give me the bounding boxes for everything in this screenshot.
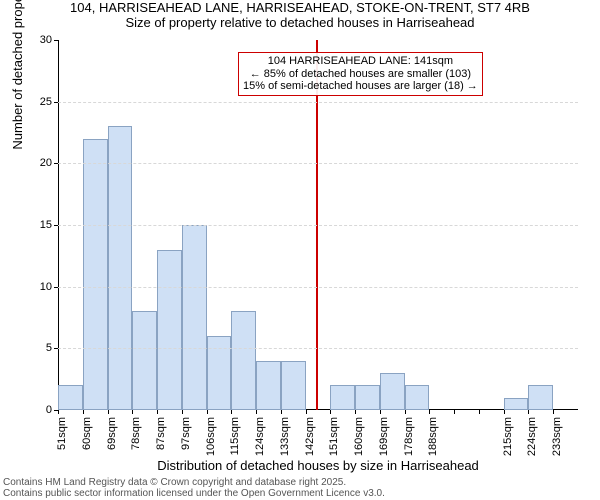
xtick-label: 124sqm [254,378,266,417]
xtick-label: 69sqm [106,384,118,417]
xtick-label: 142sqm [304,378,316,417]
ytick-mark [54,348,58,349]
ytick-mark [54,40,58,41]
xtick-label: 97sqm [180,384,192,417]
ytick-label: 20 [20,157,52,169]
annotation-box: 104 HARRISEAHEAD LANE: 141sqm ← 85% of d… [238,52,483,96]
xtick-label: 115sqm [229,379,241,417]
attribution-line-1: Contains HM Land Registry data © Crown c… [3,477,597,488]
xtick-mark [479,410,480,414]
xtick-label: 87sqm [155,384,167,417]
gridline-h [58,102,578,103]
gridline-h [58,225,578,226]
figure: 104, HARRISEAHEAD LANE, HARRISEAHEAD, ST… [0,0,600,500]
ytick-label: 10 [20,281,52,293]
title-line-1: 104, HARRISEAHEAD LANE, HARRISEAHEAD, ST… [0,0,600,15]
chart-title: 104, HARRISEAHEAD LANE, HARRISEAHEAD, ST… [0,0,600,30]
xtick-label: 151sqm [328,378,340,417]
xtick-label: 160sqm [353,378,365,417]
xtick-label: 106sqm [205,378,217,417]
xtick-label: 178sqm [403,378,415,417]
ytick-mark [54,163,58,164]
histogram-bar [108,126,133,410]
plot-area: 104 HARRISEAHEAD LANE: 141sqm ← 85% of d… [58,40,578,410]
ytick-mark [54,102,58,103]
xtick-label: 169sqm [378,378,390,417]
ytick-label: 15 [20,219,52,231]
attribution: Contains HM Land Registry data © Crown c… [0,476,600,500]
annotation-line-3: 15% of semi-detached houses are larger (… [243,80,478,93]
xtick-label: 233sqm [551,378,563,417]
annotation-line-2: ← 85% of detached houses are smaller (10… [243,68,478,81]
xtick-label: 188sqm [427,378,439,417]
x-axis-label: Distribution of detached houses by size … [58,458,578,473]
xtick-label: 133sqm [279,378,291,417]
ytick-mark [54,225,58,226]
ytick-label: 5 [20,342,52,354]
xtick-label: 60sqm [81,384,93,417]
ytick-mark [54,287,58,288]
xtick-label: 215sqm [502,378,514,417]
ytick-label: 0 [20,404,52,416]
annotation-line-1: 104 HARRISEAHEAD LANE: 141sqm [243,55,478,68]
xtick-label: 78sqm [130,384,142,417]
histogram-bar [83,139,108,410]
xtick-label: 51sqm [56,384,68,417]
xtick-label: 224sqm [526,378,538,417]
gridline-h [58,287,578,288]
gridline-h [58,348,578,349]
gridline-h [58,163,578,164]
ytick-label: 30 [20,34,52,46]
histogram-bar [182,225,207,410]
ytick-label: 25 [20,96,52,108]
xtick-mark [454,410,455,414]
title-line-2: Size of property relative to detached ho… [0,15,600,30]
attribution-line-2: Contains public sector information licen… [3,488,597,499]
